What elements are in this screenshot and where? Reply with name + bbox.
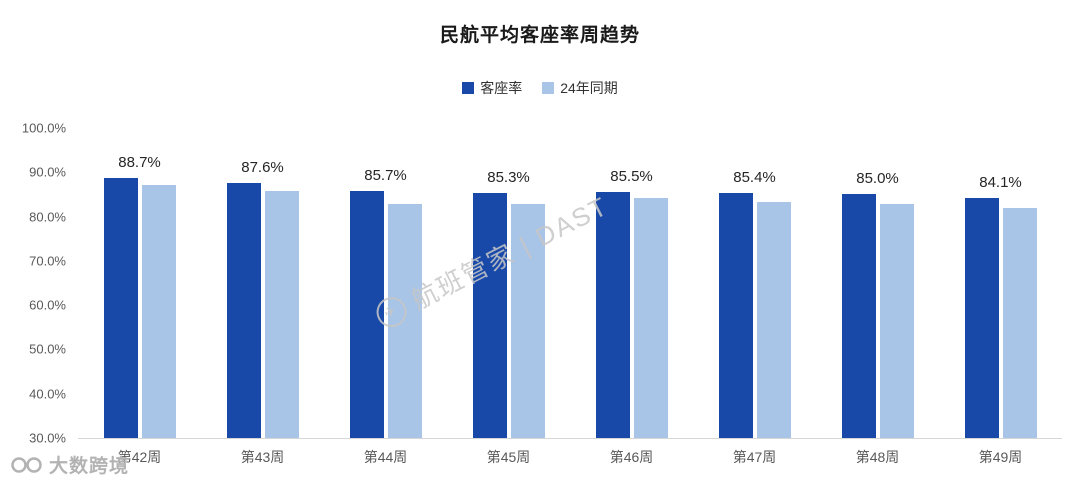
y-axis: 100.0% 90.0% 80.0% 70.0% 60.0% 50.0% 40.0% 30.0…: [0, 121, 66, 446]
y-tick-label: 80.0%: [29, 209, 66, 225]
bar-value-label: 85.3%: [487, 169, 530, 187]
bar-load-factor[interactable]: [964, 198, 999, 438]
bar-value-label: 85.7%: [364, 167, 407, 185]
bar-group: 85.5% 第46周: [570, 128, 693, 465]
bar-load-factor[interactable]: [718, 192, 753, 438]
bar-last-year[interactable]: [879, 204, 914, 438]
y-tick-label: 60.0%: [29, 297, 66, 313]
legend-label-load-factor: 客座率: [480, 80, 523, 96]
x-axis-label: 第46周: [609, 449, 654, 465]
bar-value-label: 84.1%: [979, 174, 1022, 192]
x-axis-label: 第42周: [117, 449, 162, 465]
y-tick-label: 50.0%: [29, 341, 66, 357]
chart-title: 民航平均客座率周趋势: [439, 25, 640, 46]
legend-item-last-year[interactable]: 24年同期: [542, 78, 618, 98]
bar-group: 85.0% 第48周: [816, 128, 939, 465]
legend: 客座率 24年同期: [0, 78, 1080, 98]
bar-group: 85.3% 第45周: [447, 128, 570, 465]
plot-area: 88.7% 第42周 87.6% 第43周 85.7% 第44周 85.3% 第45周 85.5…: [78, 128, 1062, 465]
bar-group: 87.6% 第43周: [201, 128, 324, 465]
x-axis-label: 第47周: [732, 449, 777, 465]
bar-value-label: 85.4%: [733, 168, 776, 186]
bar-last-year[interactable]: [633, 197, 668, 438]
bar-value-label: 85.5%: [610, 168, 653, 186]
y-tick-label: 100.0%: [21, 120, 66, 136]
bar-group: 85.7% 第44周: [324, 128, 447, 465]
bar-load-factor[interactable]: [595, 192, 630, 438]
x-axis-label: 第43周: [240, 449, 285, 465]
y-tick-label: 40.0%: [29, 386, 66, 402]
bar-group: 88.7% 第42周: [78, 128, 201, 465]
corner-logo-icon: [11, 456, 42, 473]
x-axis-label: 第49周: [978, 449, 1023, 465]
y-tick-label: 30.0%: [29, 430, 66, 446]
legend-swatch-light-blue: [542, 82, 555, 94]
bar-group: 84.1% 第49周: [939, 128, 1062, 465]
y-tick-label: 90.0%: [29, 164, 66, 180]
legend-item-load-factor[interactable]: 客座率: [462, 78, 522, 98]
x-axis-label: 第44周: [363, 449, 408, 465]
bar-last-year[interactable]: [756, 201, 791, 438]
legend-label-last-year: 24年同期: [560, 80, 618, 96]
bar-value-label: 85.0%: [856, 170, 899, 188]
bar-last-year[interactable]: [264, 190, 299, 438]
bar-value-label: 87.6%: [241, 158, 284, 176]
corner-watermark: 大数跨境: [10, 451, 129, 478]
bar-load-factor[interactable]: [841, 194, 876, 438]
bar-value-label: 88.7%: [118, 154, 161, 172]
bar-last-year[interactable]: [141, 184, 176, 438]
x-axis-label: 第45周: [486, 449, 531, 465]
legend-swatch-dark-blue: [462, 82, 475, 94]
bar-last-year[interactable]: [510, 203, 545, 438]
y-tick-label: 70.0%: [29, 253, 66, 269]
bar-last-year[interactable]: [387, 204, 422, 438]
x-axis-label: 第48周: [855, 449, 900, 465]
bar-load-factor[interactable]: [103, 178, 138, 438]
bar-last-year[interactable]: [1002, 207, 1037, 438]
bar-load-factor[interactable]: [472, 193, 507, 438]
bar-load-factor[interactable]: [349, 191, 384, 438]
bar-load-factor[interactable]: [226, 182, 261, 438]
bar-group: 85.4% 第47周: [693, 128, 816, 465]
